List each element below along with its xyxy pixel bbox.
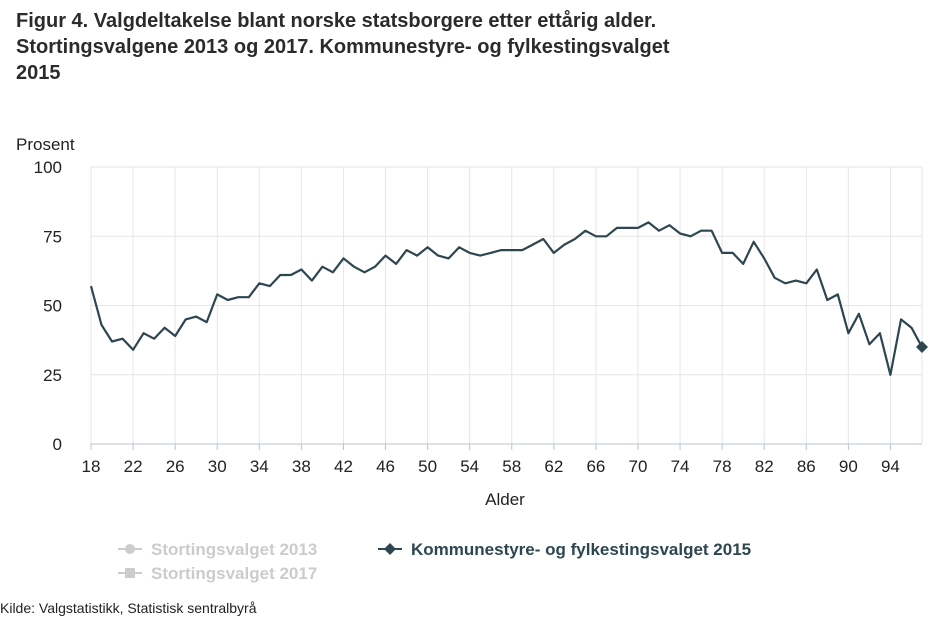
- gridlines: [90, 166, 923, 445]
- x-tick-label: 62: [544, 457, 563, 476]
- x-tick-label: 18: [82, 457, 101, 476]
- x-tick-labels: 18 22 26 30 34 38 42 46 50 54 58 62 66 70 74 78 82 86 90 94: [82, 444, 900, 476]
- x-tick-label: 38: [292, 457, 311, 476]
- series-line-2015: [89, 221, 923, 376]
- title-line-3: 2015: [16, 62, 61, 84]
- x-tick-label: 26: [166, 457, 185, 476]
- legend-marker-diamond: [384, 543, 396, 555]
- legend-marker-square: [125, 568, 135, 578]
- y-tick-label: 100: [34, 158, 62, 177]
- x-tick-label: 74: [671, 457, 690, 476]
- series-layer: [89, 221, 928, 376]
- x-tick-label: 94: [881, 457, 900, 476]
- x-axis-label: Alder: [485, 490, 525, 509]
- end-marker-diamond: [916, 341, 928, 354]
- x-tick-label: 22: [124, 457, 143, 476]
- x-tick-label: 46: [376, 457, 395, 476]
- x-tick-label: 42: [334, 457, 353, 476]
- line-chart: Prosent 0 25 50 75 100 18 22 26 30 34 38 42 46 50 54 5…: [16, 135, 928, 583]
- y-tick-labels: 0 25 50 75 100: [34, 158, 62, 454]
- legend-label: Stortingsvalget 2013: [151, 540, 317, 559]
- y-tick-label: 0: [53, 435, 62, 454]
- legend[interactable]: Stortingsvalget 2013 Stortingsvalget 2017…: [118, 540, 751, 583]
- x-tick-label: 30: [208, 457, 227, 476]
- x-tick-label: 54: [460, 457, 479, 476]
- x-tick-label: 34: [250, 457, 269, 476]
- x-tick-label: 70: [629, 457, 648, 476]
- legend-item[interactable]: Stortingsvalget 2017: [118, 564, 317, 583]
- x-tick-label: 50: [418, 457, 437, 476]
- y-tick-label: 75: [43, 227, 62, 246]
- x-tick-label: 58: [502, 457, 521, 476]
- x-tick-label: 86: [797, 457, 816, 476]
- x-tick-label: 82: [755, 457, 774, 476]
- figure-title: Figur 4. Valgdeltakelse blant norske sta…: [16, 8, 916, 86]
- y-tick-label: 25: [43, 366, 62, 385]
- title-line-2: Stortingsvalgene 2013 og 2017. Kommunest…: [16, 36, 670, 58]
- x-tick-label: 66: [586, 457, 605, 476]
- x-tick-label: 90: [839, 457, 858, 476]
- legend-marker-circle: [125, 544, 135, 554]
- source-note: Kilde: Valgstatistikk, Statistisk sentra…: [0, 600, 257, 616]
- legend-label: Kommunestyre- og fylkestingsvalget 2015: [411, 540, 751, 559]
- y-tick-label: 50: [43, 297, 62, 316]
- x-tick-label: 78: [713, 457, 732, 476]
- title-line-1: Figur 4. Valgdeltakelse blant norske sta…: [16, 10, 657, 32]
- legend-item[interactable]: Kommunestyre- og fylkestingsvalget 2015: [378, 540, 751, 559]
- y-axis-label: Prosent: [16, 135, 75, 154]
- legend-label: Stortingsvalget 2017: [151, 564, 317, 583]
- legend-item[interactable]: Stortingsvalget 2013: [118, 540, 317, 559]
